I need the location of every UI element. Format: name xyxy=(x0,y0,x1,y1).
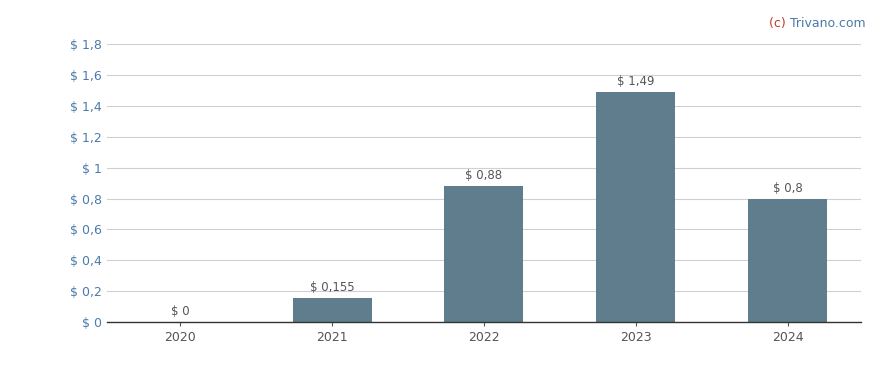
Bar xyxy=(748,199,827,322)
Text: Trivano.com: Trivano.com xyxy=(790,17,866,30)
Text: $ 0: $ 0 xyxy=(171,305,190,318)
Bar xyxy=(445,186,523,322)
Bar xyxy=(597,92,675,322)
Bar xyxy=(293,298,371,322)
Text: $ 0,155: $ 0,155 xyxy=(310,281,354,294)
Text: $ 0,88: $ 0,88 xyxy=(465,169,503,182)
Text: $ 1,49: $ 1,49 xyxy=(617,75,654,88)
Text: (c): (c) xyxy=(769,17,790,30)
Text: $ 0,8: $ 0,8 xyxy=(773,182,803,195)
